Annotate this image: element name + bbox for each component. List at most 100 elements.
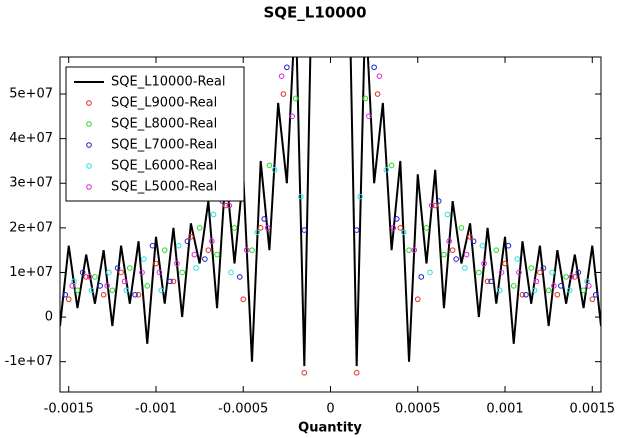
data-point: [411, 247, 418, 253]
data-point: [545, 287, 552, 294]
data-point: [106, 269, 112, 276]
data-point: [156, 269, 163, 276]
x-tick-label: 0.0005: [395, 402, 441, 417]
data-point: [184, 238, 191, 245]
data-point: [566, 287, 573, 294]
data-point: [74, 287, 81, 294]
data-point: [397, 225, 404, 231]
data-point: [236, 274, 243, 280]
x-tick-label: -0.0015: [44, 402, 94, 417]
data-point: [502, 260, 508, 267]
data-point: [441, 251, 447, 258]
y-tick-label: 1e+07: [9, 265, 53, 280]
data-point: [383, 167, 390, 173]
data-point: [88, 287, 95, 294]
data-point: [92, 274, 98, 280]
data-point: [280, 91, 287, 97]
data-point: [516, 269, 522, 276]
y-tick-label: -1e+07: [5, 354, 53, 369]
data-point: [444, 211, 451, 218]
data-point: [376, 73, 383, 79]
y-tick-label: 4e+07: [9, 131, 53, 146]
x-axis-label: Quantity: [298, 421, 362, 436]
data-point: [366, 113, 372, 120]
data-point: [463, 251, 470, 258]
data-point: [394, 216, 400, 222]
data-point: [240, 296, 247, 303]
data-point: [432, 202, 439, 209]
x-tick-label: -0.001: [135, 402, 177, 417]
data-point: [167, 278, 173, 285]
data-point: [174, 260, 180, 267]
data-point: [568, 274, 575, 280]
chart-title: SQE_L10000: [263, 4, 366, 22]
data-point: [114, 265, 121, 271]
data-point: [104, 283, 110, 289]
data-point: [62, 291, 69, 298]
data-point: [140, 256, 147, 262]
data-point: [118, 269, 124, 276]
data-point: [540, 265, 547, 271]
data-point: [228, 269, 234, 276]
data-point: [83, 274, 89, 280]
data-point: [109, 287, 116, 294]
data-point: [528, 265, 534, 271]
data-point: [462, 265, 468, 271]
data-point: [202, 256, 208, 262]
legend-box: [65, 66, 245, 202]
plot-area: [60, 57, 601, 376]
data-point: [97, 283, 103, 289]
data-point: [175, 242, 182, 249]
legend-swatch: [86, 184, 92, 190]
legend-label: SQE_L7000-Real: [111, 138, 217, 153]
data-point: [149, 242, 156, 249]
data-point: [427, 269, 433, 276]
data-point: [132, 291, 138, 298]
data-point: [414, 296, 421, 303]
data-point: [298, 193, 304, 200]
data-point: [479, 242, 486, 249]
data-point: [572, 274, 578, 280]
data-point: [127, 265, 133, 271]
x-tick-label: 0.0015: [570, 402, 616, 417]
data-point: [121, 278, 128, 285]
data-point: [254, 229, 261, 236]
y-tick-label: 2e+07: [9, 220, 53, 235]
data-point: [519, 291, 526, 298]
data-point: [537, 269, 543, 276]
legend-label: SQE_L9000-Real: [111, 96, 217, 111]
data-point: [188, 233, 194, 240]
x-tick-label: 0.001: [486, 402, 523, 417]
data-point: [191, 251, 198, 258]
data-point: [428, 202, 435, 209]
legend-swatch: [86, 100, 92, 106]
data-point: [549, 269, 555, 276]
data-point: [423, 225, 430, 231]
data-point: [488, 278, 494, 285]
data-point: [278, 73, 285, 79]
data-point: [243, 247, 250, 253]
data-point: [449, 247, 456, 253]
data-point: [446, 238, 452, 245]
data-point: [523, 291, 529, 298]
data-point: [374, 91, 381, 97]
data-point: [531, 287, 538, 294]
data-point: [158, 287, 165, 294]
data-point: [362, 95, 369, 102]
data-point: [289, 113, 295, 120]
data-point: [257, 225, 264, 231]
data-point: [357, 193, 363, 200]
data-point: [179, 269, 185, 276]
data-point: [222, 202, 229, 209]
legend-swatch: [86, 121, 92, 127]
axes: -0.0015 -0.001 -0.0005 0 0.0005 0.001 0.0015 -1…: [5, 57, 615, 417]
data-point: [390, 225, 397, 231]
data-point: [589, 296, 596, 303]
y-tick-label: 3e+07: [9, 176, 53, 191]
data-point: [226, 202, 233, 209]
legend-label: SQE_L6000-Real: [111, 159, 217, 174]
data-point: [592, 291, 599, 298]
legend-label: SQE_L5000-Real: [111, 180, 217, 195]
data-point: [510, 283, 517, 289]
